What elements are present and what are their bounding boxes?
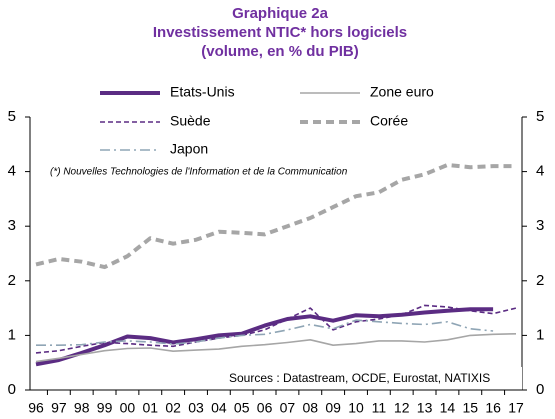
x-tick-label: 96 xyxy=(28,400,44,416)
x-tick-label: 02 xyxy=(165,400,181,416)
x-tick-label: 13 xyxy=(417,400,433,416)
legend-label: Suède xyxy=(170,113,211,129)
chart-title: Investissement NTIC* hors logiciels xyxy=(153,24,407,41)
x-tick-label: 09 xyxy=(325,400,341,416)
y2-tick-label: 1 xyxy=(536,326,544,343)
y-tick-label: 5 xyxy=(8,108,16,125)
legend-label: Corée xyxy=(370,113,408,129)
y-tick-label: 4 xyxy=(8,163,16,180)
series-line xyxy=(36,319,494,346)
x-tick-label: 03 xyxy=(188,400,204,416)
legend-label: Japon xyxy=(170,141,208,157)
x-tick-label: 07 xyxy=(280,400,296,416)
x-tick-label: 00 xyxy=(120,400,136,416)
y-tick-label: 2 xyxy=(8,272,16,289)
x-tick-label: 10 xyxy=(348,400,364,416)
y-tick-label: 1 xyxy=(8,326,16,343)
legend-label: Zone euro xyxy=(370,84,434,100)
x-tick-label: 05 xyxy=(234,400,250,416)
series-line xyxy=(35,333,517,363)
annotation: (*) Nouvelles Technologies de l'Informat… xyxy=(50,167,348,178)
x-tick-label: 17 xyxy=(508,400,524,416)
y2-tick-label: 2 xyxy=(536,272,544,289)
source: Sources : Datastream, OCDE, Eurostat, NA… xyxy=(229,371,490,385)
x-tick-label: 16 xyxy=(485,400,501,416)
source-box xyxy=(222,367,522,390)
x-tick-label: 08 xyxy=(302,400,318,416)
x-tick-label: 01 xyxy=(142,400,158,416)
x-tick-label: 06 xyxy=(257,400,273,416)
y-tick-label: 3 xyxy=(8,217,16,234)
x-tick-label: 04 xyxy=(211,400,227,416)
y2-tick-label: 0 xyxy=(536,381,544,398)
y2-tick-label: 4 xyxy=(536,163,544,180)
legend-label: Etats-Unis xyxy=(170,84,235,100)
series-line xyxy=(35,163,516,270)
series-line xyxy=(35,304,517,354)
x-tick-label: 97 xyxy=(51,400,67,416)
chart-title: Graphique 2a xyxy=(232,5,329,22)
x-tick-label: 15 xyxy=(462,400,478,416)
y2-tick-label: 5 xyxy=(536,108,544,125)
x-tick-label: 12 xyxy=(394,400,410,416)
y-tick-label: 0 xyxy=(8,381,16,398)
x-tick-label: 11 xyxy=(372,400,387,416)
x-tick-label: 14 xyxy=(440,400,456,416)
chart-title: (volume, en % du PIB) xyxy=(201,43,359,60)
x-tick-label: 99 xyxy=(97,400,113,416)
y2-tick-label: 3 xyxy=(536,217,544,234)
series-line xyxy=(35,307,494,367)
x-tick-label: 98 xyxy=(74,400,90,416)
